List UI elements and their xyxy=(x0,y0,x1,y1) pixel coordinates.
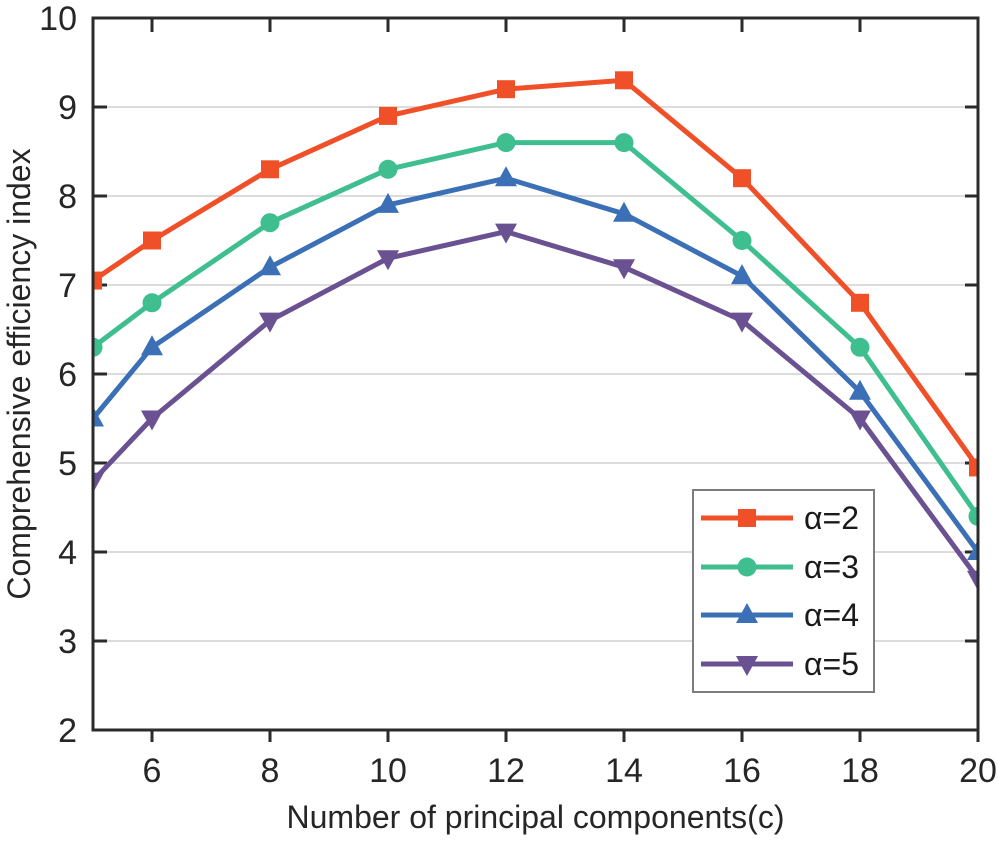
legend-item-alpha-5[interactable]: α=5 xyxy=(699,642,873,686)
legend-label: α=2 xyxy=(804,499,859,536)
triangle-down-marker xyxy=(495,223,517,244)
circle-marker xyxy=(496,133,516,153)
circle-marker xyxy=(732,231,752,250)
legend-item-alpha-3[interactable]: α=3 xyxy=(699,545,873,589)
triangle-down-marker xyxy=(259,312,281,333)
square-marker xyxy=(497,80,515,99)
y-tick-label: 9 xyxy=(58,89,77,127)
legend-key xyxy=(701,508,793,527)
y-tick-label: 3 xyxy=(58,623,77,661)
square-marker xyxy=(92,271,102,290)
circle-marker xyxy=(737,557,757,577)
square-marker xyxy=(969,458,979,477)
triangle-up-marker xyxy=(92,406,104,427)
x-tick-label: 14 xyxy=(605,752,643,790)
square-marker xyxy=(379,106,397,125)
x-tick-label: 18 xyxy=(841,752,879,790)
y-tick-label: 7 xyxy=(58,267,77,305)
square-marker xyxy=(738,508,756,527)
triangle-down-marker xyxy=(613,259,635,280)
y-tick-label: 4 xyxy=(58,534,77,572)
triangle-down-marker xyxy=(141,410,163,431)
circle-marker xyxy=(142,293,162,313)
triangle-up-marker xyxy=(141,335,163,356)
x-tick-label: 16 xyxy=(723,752,761,790)
y-tick-label: 5 xyxy=(58,445,77,483)
circle-marker xyxy=(92,337,103,357)
square-marker xyxy=(615,71,633,90)
plot-border xyxy=(91,16,980,732)
y-tick-label: 2 xyxy=(58,712,77,750)
triangle-up-marker xyxy=(967,540,979,560)
triangle-up-marker xyxy=(377,192,399,213)
legend: α=2 α=3 α=4 α=5 xyxy=(692,489,875,693)
triangle-up-marker xyxy=(736,603,758,624)
triangle-up-marker xyxy=(495,166,517,187)
x-tick-label: 10 xyxy=(369,752,407,790)
series-group xyxy=(92,71,979,591)
legend-label: α=3 xyxy=(804,548,859,585)
y-tick-label: 6 xyxy=(58,356,77,394)
triangle-down-marker xyxy=(736,656,758,677)
x-axis-title: Number of principal components(c) xyxy=(287,799,785,835)
x-tick-label: 20 xyxy=(959,752,997,790)
x-tick-label: 8 xyxy=(261,752,280,790)
square-marker xyxy=(733,169,751,188)
legend-key xyxy=(701,557,793,577)
legend-item-alpha-2[interactable]: α=2 xyxy=(699,496,873,540)
legend-label: α=4 xyxy=(804,597,859,634)
y-tick-label: 10 xyxy=(39,0,77,38)
triangle-up-marker xyxy=(259,255,281,276)
y-axis-title: Comprehensive efficiency index xyxy=(1,148,37,599)
x-tick-label: 6 xyxy=(143,752,162,790)
circle-marker xyxy=(614,133,634,153)
triangle-up-marker xyxy=(731,264,753,285)
legend-key xyxy=(701,603,793,624)
triangle-down-marker xyxy=(731,312,753,333)
triangle-up-marker xyxy=(849,379,871,400)
y-tick-label: 8 xyxy=(58,178,77,216)
circle-marker xyxy=(378,159,398,179)
triangle-down-marker xyxy=(92,472,104,493)
triangle-down-marker xyxy=(849,410,871,431)
circle-marker xyxy=(850,337,870,357)
square-marker xyxy=(143,231,161,250)
circle-marker xyxy=(260,213,280,233)
x-tick-label: 12 xyxy=(487,752,525,790)
triangle-up-marker xyxy=(613,201,635,222)
triangle-down-marker xyxy=(377,250,399,271)
legend-item-alpha-4[interactable]: α=4 xyxy=(699,593,873,637)
legend-label: α=5 xyxy=(804,646,859,683)
circle-marker xyxy=(968,506,979,526)
square-marker xyxy=(261,160,279,179)
square-marker xyxy=(851,293,869,312)
legend-key xyxy=(701,656,793,677)
triangle-down-marker xyxy=(967,570,979,591)
